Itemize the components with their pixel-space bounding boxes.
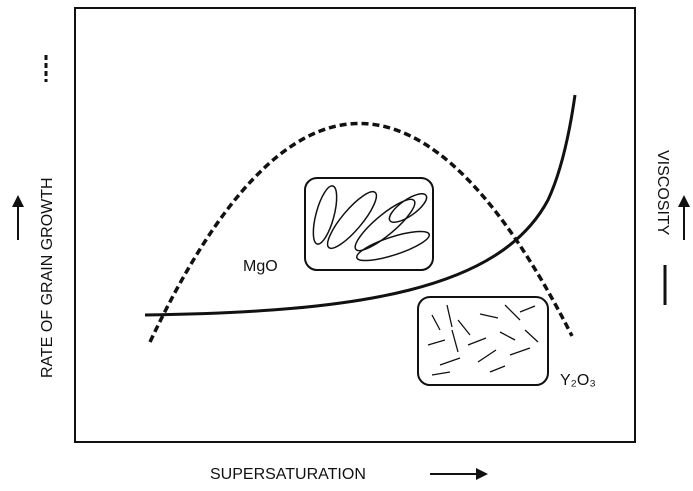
- mgo-label: MgO: [243, 258, 278, 275]
- y2o3-microstructure: [417, 296, 549, 386]
- viscosity-curve: [144, 94, 577, 317]
- y-left-arrow: [12, 195, 24, 240]
- y-right-label: VISCOSITY: [654, 150, 671, 236]
- x-arrow: [430, 468, 488, 480]
- x-label: SUPERSATURATION: [210, 466, 366, 483]
- y-right-arrow: [678, 195, 690, 240]
- mgo-microstructure: [304, 177, 434, 271]
- y-left-label: RATE OF GRAIN GROWTH: [39, 177, 56, 378]
- y2o3-label: Y₂O₃: [560, 372, 596, 389]
- frame: [74, 7, 636, 443]
- grain-growth-curve: [148, 121, 574, 343]
